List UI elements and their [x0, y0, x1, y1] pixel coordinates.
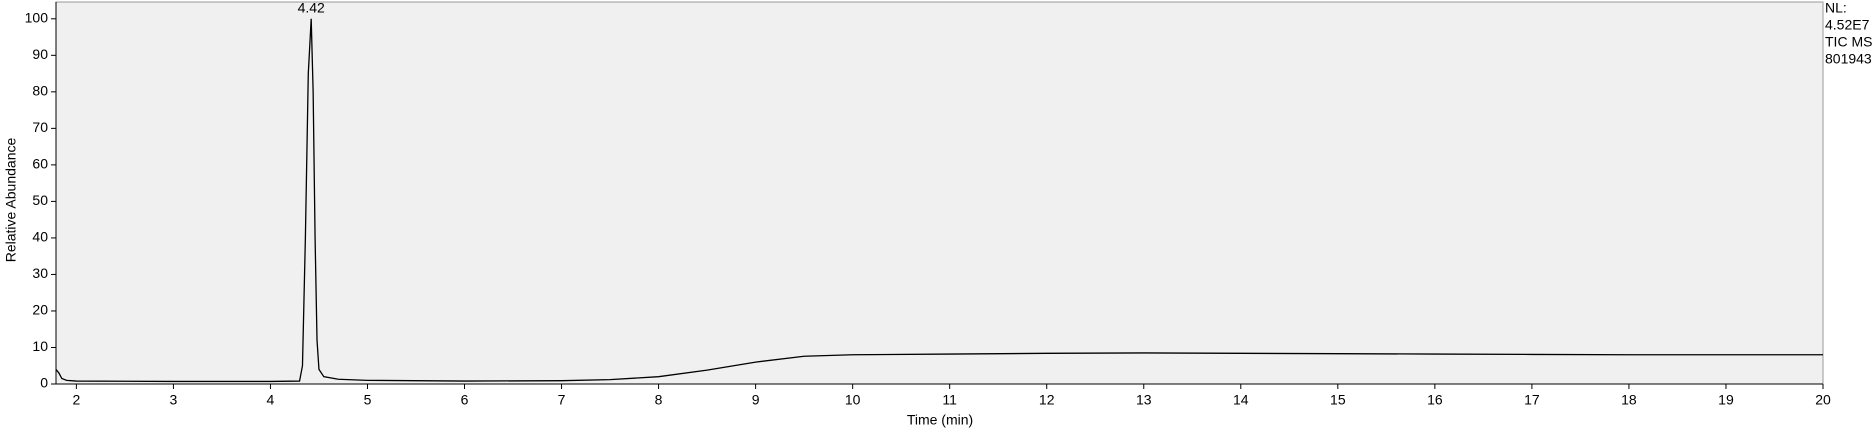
x-tick-label: 8: [655, 392, 663, 408]
y-tick-label: 30: [32, 265, 48, 281]
info-text: 4.52E7: [1825, 17, 1870, 33]
x-tick-label: 15: [1330, 392, 1346, 408]
x-tick-label: 2: [72, 392, 80, 408]
y-tick-label: 80: [32, 83, 48, 99]
x-tick-label: 13: [1136, 392, 1152, 408]
y-tick-label: 70: [32, 119, 48, 135]
x-tick-label: 18: [1621, 392, 1637, 408]
x-tick-label: 12: [1039, 392, 1055, 408]
y-tick-label: 100: [25, 10, 49, 26]
y-tick-label: 50: [32, 192, 48, 208]
trace: [55, 18, 1823, 383]
info-text: 801943: [1825, 51, 1872, 67]
x-tick-label: 7: [558, 392, 566, 408]
x-tick-label: 16: [1427, 392, 1443, 408]
x-axis-label: Time (min): [907, 412, 973, 428]
info-text: NL:: [1825, 0, 1847, 16]
x-tick-label: 20: [1815, 392, 1831, 408]
x-tick-label: 5: [364, 392, 372, 408]
x-tick-label: 3: [170, 392, 178, 408]
y-tick-label: 90: [32, 46, 48, 62]
x-tick-label: 10: [845, 392, 861, 408]
info-text: TIC MS: [1825, 34, 1872, 50]
y-tick-label: 10: [32, 338, 48, 354]
peak-label: 4.42: [298, 0, 325, 16]
plot-area: [55, 1, 1824, 385]
y-tick-label: 20: [32, 302, 48, 318]
x-tick-label: 9: [752, 392, 760, 408]
x-tick-label: 4: [267, 392, 275, 408]
x-tick-label: 17: [1524, 392, 1540, 408]
y-axis-label: Relative Abundance: [3, 138, 19, 263]
y-tick-label: 0: [40, 375, 48, 391]
x-tick-label: 6: [461, 392, 469, 408]
y-tick-label: 60: [32, 156, 48, 172]
x-tick-label: 19: [1718, 392, 1734, 408]
x-tick-label: 14: [1233, 392, 1249, 408]
y-tick-label: 40: [32, 229, 48, 245]
x-tick-label: 11: [942, 392, 957, 408]
